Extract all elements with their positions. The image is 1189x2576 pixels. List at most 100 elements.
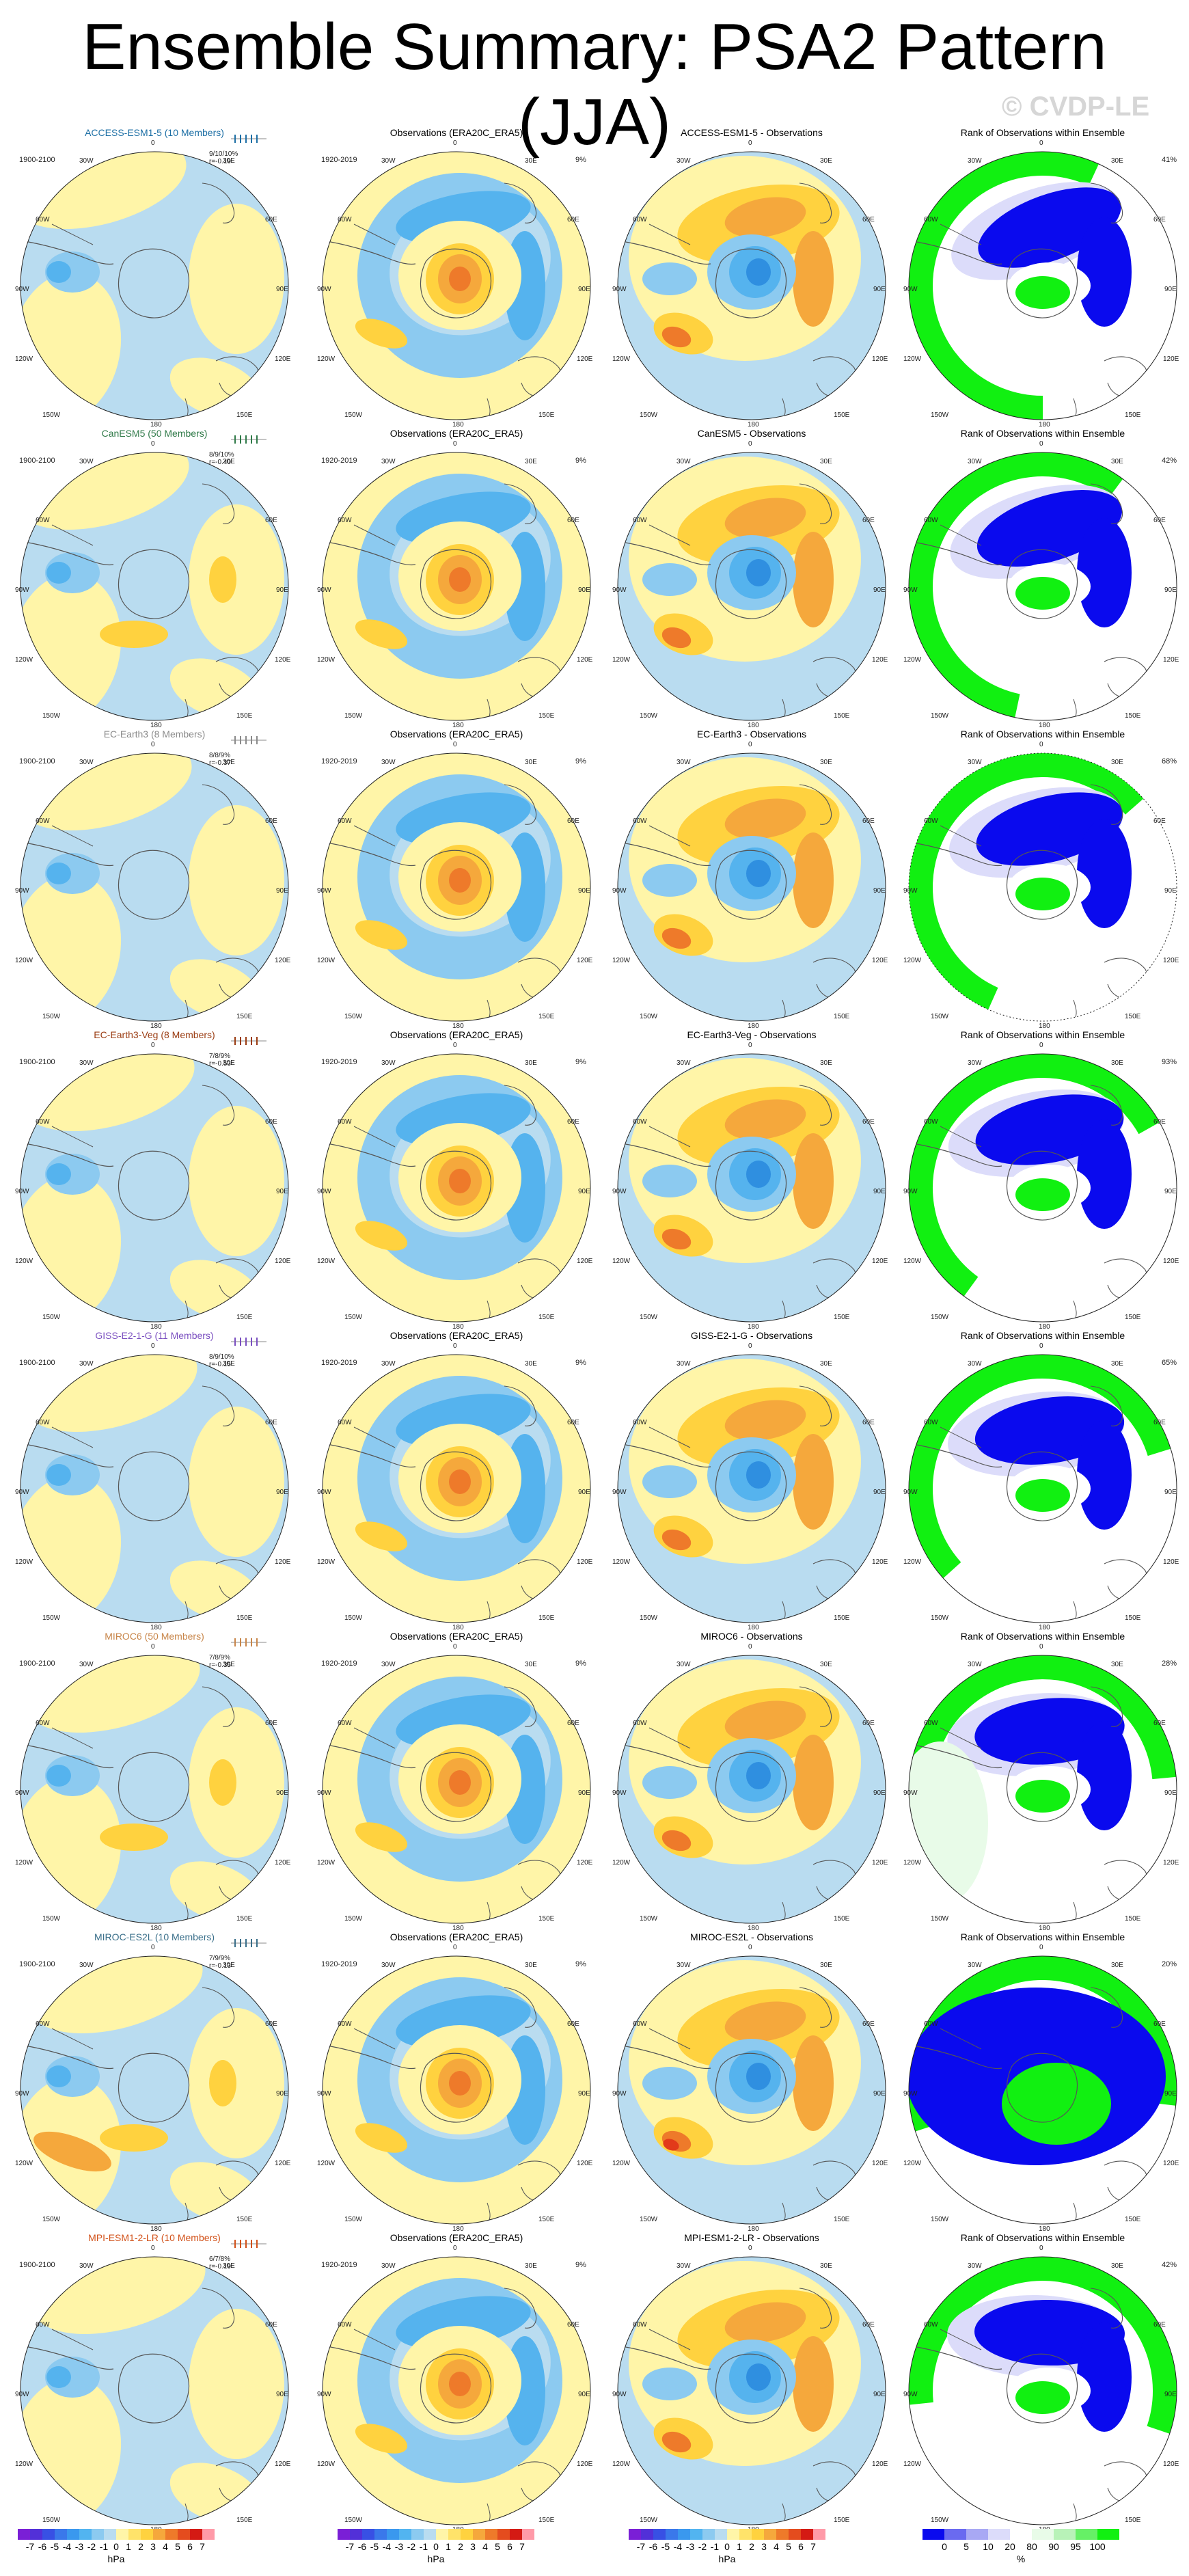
polar-map [322,1655,591,1924]
colorbar-tick-label: 0 [724,2541,730,2552]
longitude-label-r: 90E [1164,286,1177,293]
period-label: 1900-2100 [19,1960,55,1968]
longitude-label-ur: 60E [265,1419,277,1426]
positive-anomaly [189,204,284,354]
coastline [940,1727,982,1749]
south-america-outline [621,1143,711,1167]
longitude-label-l: 90W [15,887,29,895]
colorbar-cell [473,2529,485,2540]
africa-outline [1090,2288,1123,2329]
rank-low-region [1077,518,1132,627]
longitude-label-tr: 30E [525,1661,537,1668]
longitude-label-ul: 60W [338,216,352,223]
positive-anomaly [189,1106,284,1256]
longitude-label-ur: 60E [1153,2020,1166,2028]
longitude-label-l: 90W [15,2391,29,2398]
antarctica-outline [715,850,787,920]
longitude-label-ll: 120W [612,1258,631,1265]
map-border [908,753,1177,1022]
colorbar-tick-label: -7 [345,2541,355,2552]
longitude-label-br: 150E [1125,1314,1141,1321]
stats-line-2: r=-0.19 [209,158,231,165]
longitude-label-tl: 30W [968,2262,982,2270]
longitude-label-ul: 60W [633,2321,647,2329]
longitude-label-br: 150E [834,411,850,419]
longitude-label-br: 150E [1125,712,1141,720]
longitude-label-ul: 60W [633,1419,647,1426]
longitude-label-bl: 150W [344,411,363,419]
colorbar-tick-label: -6 [357,2541,367,2552]
colorbar-unit: hPa [427,2553,445,2564]
longitude-label-top: 0 [453,1944,457,1951]
coastline [51,2028,94,2050]
map-border [322,151,591,420]
positive-anomaly [793,532,834,627]
polar-map [908,1955,1177,2225]
longitude-label-l: 90W [903,586,918,594]
positive-anomaly [724,1700,806,1741]
colorbar-tick-label: 5 [175,2541,180,2552]
longitude-label-ll: 120W [317,1258,336,1265]
longitude-label-ll: 120W [317,2460,336,2468]
longitude-label-tr: 30E [1111,2262,1123,2270]
antarctica-outline [1006,1150,1078,1221]
colorbar-rank: 0 5 10 20 80 90 95 100% [922,2529,1128,2570]
antarctica-outline [118,1150,190,1221]
positive-anomaly [209,2060,236,2106]
observations-panel: Observations (ERA20C_ERA5) 1920-2019 9% 0 30… [313,729,600,1030]
longitude-label-ur: 60E [1153,2321,1166,2329]
ensemble-row: MIROC6 (50 Members) 1900-2100 7/8/9% r=-0.3… [0,1631,1189,1932]
map-border [908,452,1177,721]
longitude-label-br: 150E [1125,411,1141,419]
longitude-label-tr: 30E [820,759,832,766]
colorbar-tick-label: 0 [942,2541,947,2552]
longitude-label-r: 90E [578,586,590,594]
longitude-label-tl: 30W [381,2262,396,2270]
antarctica-outline [420,549,492,619]
longitude-label-bottom: 180 [150,722,162,729]
colorbar-cell [399,2529,411,2540]
stats-line-2: r=-0.37 [209,759,231,767]
map-border [617,2256,886,2525]
positive-anomaly [100,2124,168,2152]
ensemble-row: EC-Earth3 (8 Members) 1900-2100 8/8/9% r=-0… [0,729,1189,1030]
longitude-label-lr: 120E [275,1258,291,1265]
map-border [20,151,289,420]
positive-anomaly [355,2123,408,2153]
longitude-label-lr: 120E [275,2160,291,2167]
longitude-label-ur: 60E [567,1118,579,1126]
longitude-label-l: 90W [317,1789,331,1797]
longitude-label-bottom: 180 [748,421,759,429]
map-border [20,753,289,1022]
difference-panel: GISS-E2-1-G - Observations 0 30W 30E 60W 60E 9… [608,1330,895,1631]
longitude-label-ur: 60E [265,1118,277,1126]
model-panel: ACCESS-ESM1-5 (10 Members) 1900-2100 9/10/… [11,127,298,429]
africa-outline [1090,784,1123,825]
colorbar-cell [966,2529,988,2540]
colorbar-tick-label: -2 [87,2541,96,2552]
longitude-label-ur: 60E [1153,1419,1166,1426]
colorbar-tick-label: -5 [370,2541,379,2552]
longitude-label-bottom: 180 [452,1624,464,1631]
longitude-label-r: 90E [873,1188,886,1195]
longitude-label-l: 90W [612,887,627,895]
longitude-label-top: 0 [151,440,155,448]
longitude-label-l: 90W [903,1789,918,1797]
antarctica-outline [1006,248,1078,318]
coastline [648,2329,691,2350]
negative-anomaly [46,1464,71,1486]
period-label: 1900-2100 [19,156,55,164]
longitude-label-ll: 120W [15,2160,33,2167]
polar-map [617,452,886,721]
longitude-label-lr: 120E [872,2460,888,2468]
map-border [20,1053,289,1323]
stats-line-2: r=-0.15 [209,1361,231,1368]
longitude-label-tl: 30W [79,1661,94,1668]
longitude-label-bottom: 180 [452,722,464,729]
longitude-label-bottom: 180 [452,421,464,429]
longitude-label-lr: 120E [275,2460,291,2468]
colorbar-tick-label: 1 [737,2541,742,2552]
longitude-label-tl: 30W [79,458,94,465]
colorbar-observations: -7 -6 -5 -4 -3 -2 -1 0 1 2 3 4 5 6 7 hPa [338,2529,543,2570]
colorbar-difference: -7 -6 -5 -4 -3 -2 -1 0 1 2 3 4 5 6 7 hPa [629,2529,834,2570]
